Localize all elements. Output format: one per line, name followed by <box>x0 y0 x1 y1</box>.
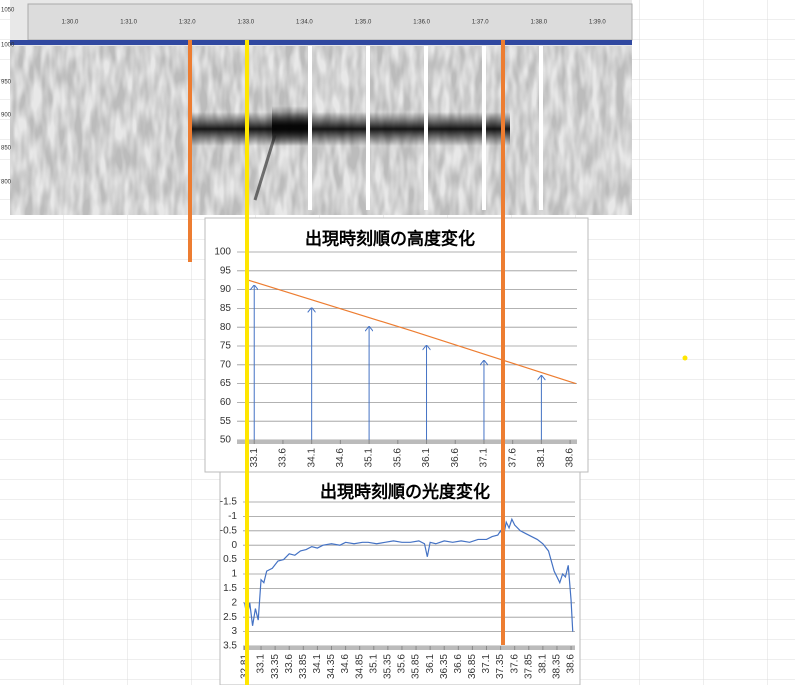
chart-frame <box>219 471 581 685</box>
x-tick-label: 36.1 <box>425 654 436 674</box>
x-tick-label: 37.6 <box>507 448 518 468</box>
y-tick-label: 1 <box>231 569 237 580</box>
x-tick-label: 38.35 <box>552 654 563 679</box>
x-tick-label: 37.35 <box>495 654 506 679</box>
x-tick-label: 36.35 <box>439 654 450 679</box>
y-tick-label: 100 <box>214 247 231 258</box>
freq-label: 800 <box>1 180 12 186</box>
y-tick-label: 80 <box>220 322 232 333</box>
x-tick-label: 36.1 <box>421 448 432 468</box>
x-tick-label: 37.6 <box>509 654 520 674</box>
x-tick-label: 34.85 <box>354 654 365 679</box>
x-tick-label: 37.85 <box>523 654 534 679</box>
chart-title: 出現時刻順の光度変化 <box>320 481 490 501</box>
x-tick-label: 36.6 <box>453 654 464 674</box>
y-tick-label: 50 <box>220 435 232 446</box>
x-tick-label: 38.6 <box>566 654 577 674</box>
time-label: 1:35.0 <box>355 20 372 26</box>
time-label: 1:39.0 <box>589 20 606 26</box>
x-tick-label: 33.85 <box>298 654 309 679</box>
freq-label: 900 <box>1 113 12 119</box>
y-tick-label: -0.5 <box>220 525 238 536</box>
x-tick-label: 33.35 <box>270 654 281 679</box>
x-axis-bar <box>243 646 575 650</box>
x-tick-label: 34.6 <box>340 654 351 674</box>
y-tick-label: 95 <box>220 265 232 276</box>
y-tick-label: 2.5 <box>223 612 237 623</box>
time-label: 1:34.0 <box>296 20 313 26</box>
time-label: 1:31.0 <box>120 20 137 26</box>
x-tick-label: 35.85 <box>411 654 422 679</box>
x-tick-label: 33.1 <box>249 448 260 468</box>
y-tick-label: 65 <box>220 378 232 389</box>
spectrogram <box>10 0 633 215</box>
y-tick-label: 85 <box>220 303 232 314</box>
x-tick-label: 35.1 <box>364 448 375 468</box>
y-tick-label: 60 <box>220 397 232 408</box>
series-line <box>248 279 577 385</box>
x-tick-label: 33.6 <box>278 448 289 468</box>
x-tick-label: 35.35 <box>383 654 394 679</box>
y-tick-label: 2 <box>231 597 237 608</box>
y-tick-label: -1.5 <box>220 497 238 508</box>
x-tick-label: 36.6 <box>450 448 461 468</box>
x-tick-label: 37.1 <box>479 448 490 468</box>
freq-label: 1000 <box>1 43 15 49</box>
x-tick-label: 38.6 <box>565 448 576 468</box>
freq-label: 1050 <box>1 8 15 14</box>
y-tick-label: 75 <box>220 341 232 352</box>
time-label: 1:38.0 <box>530 20 547 26</box>
time-label: 1:37.0 <box>472 20 489 26</box>
time-label: 1:30.0 <box>62 20 79 26</box>
x-tick-label: 34.1 <box>306 448 317 468</box>
overlay-lines <box>188 40 688 685</box>
x-tick-label: 38.1 <box>536 448 547 468</box>
chart-frame <box>204 217 589 473</box>
y-tick-label: -1 <box>228 511 237 522</box>
y-tick-label: 70 <box>220 359 232 370</box>
x-tick-label: 32.81 <box>239 654 250 679</box>
x-tick-label: 35.6 <box>392 448 403 468</box>
x-tick-label: 34.1 <box>312 654 323 674</box>
x-tick-label: 35.6 <box>397 654 408 674</box>
time-label: 1:32.0 <box>179 20 196 26</box>
x-tick-label: 33.1 <box>256 654 267 674</box>
series-line <box>244 517 574 632</box>
chart-title: 出現時刻順の高度変化 <box>305 228 475 248</box>
freq-label: 850 <box>1 146 12 152</box>
x-tick-label: 33.6 <box>284 654 295 674</box>
x-tick-label: 35.1 <box>368 654 379 674</box>
time-label: 1:33.0 <box>237 20 254 26</box>
y-tick-label: 3.5 <box>223 641 237 652</box>
x-tick-label: 37.1 <box>481 654 492 674</box>
y-tick-label: 1.5 <box>223 583 237 594</box>
y-tick-label: 0.5 <box>223 554 237 565</box>
time-label: 1:36.0 <box>413 20 430 26</box>
y-tick-label: 55 <box>220 416 232 427</box>
y-tick-label: 90 <box>220 284 232 295</box>
freq-label: 950 <box>1 80 12 86</box>
x-tick-label: 38.1 <box>538 654 549 674</box>
x-tick-label: 34.35 <box>326 654 337 679</box>
y-tick-label: 0 <box>231 540 237 551</box>
y-tick-label: 3 <box>231 626 237 637</box>
x-axis-bar <box>237 440 577 444</box>
x-tick-label: 36.85 <box>467 654 478 679</box>
x-tick-label: 34.6 <box>335 448 346 468</box>
